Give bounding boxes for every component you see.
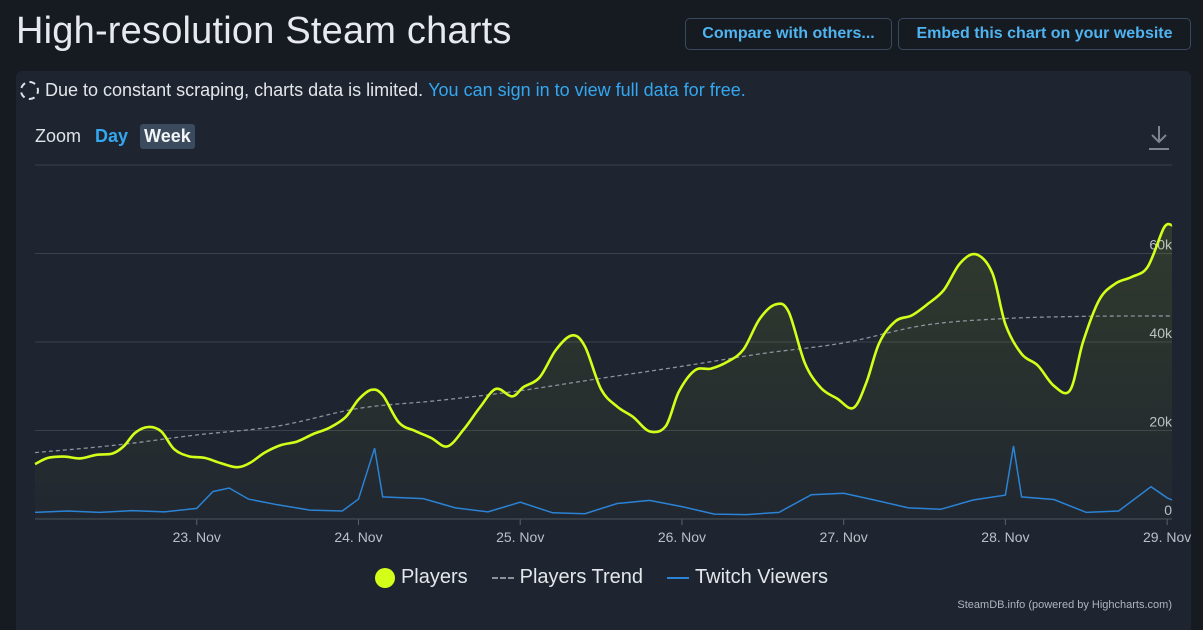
x-tick-label: 29. Nov [1143,529,1191,545]
legend-item-players[interactable]: Players [374,566,468,589]
legend-twitch-line-icon [667,576,690,579]
zoom-controls: Zoom Day Week [35,124,203,149]
legend-item-twitch-viewers[interactable]: Twitch Viewers [667,566,828,589]
page-title: High-resolution Steam charts [16,10,512,52]
legend-players-dot-icon [374,567,395,588]
x-tick-label: 28. Nov [981,529,1029,545]
sign-in-link[interactable]: You can sign in to view full data for fr… [428,80,746,100]
zoom-week-button[interactable]: Week [140,124,195,149]
legend-label: Players [400,566,468,588]
chart-credits[interactable]: SteamDB.info (powered by Highcharts.com) [957,599,1172,611]
series-line-players-trend [34,315,1173,454]
legend-trend-dash-icon [491,576,514,579]
series-line-twitch-viewers [34,445,1173,516]
scraping-notice: Due to constant scraping, charts data is… [20,80,746,101]
x-tick-label: 26. Nov [658,529,706,545]
players-area [35,224,1172,519]
legend-item-players-trend[interactable]: Players Trend [491,566,644,589]
dashed-circle-icon [20,81,39,100]
x-tick-label: 25. Nov [496,529,544,545]
zoom-day-button[interactable]: Day [95,126,129,146]
notice-text: Due to constant scraping, charts data is… [45,80,424,100]
x-tick-label: 27. Nov [820,529,868,545]
legend-label: Twitch Viewers [695,566,829,588]
zoom-label: Zoom [35,126,82,146]
legend-label: Players Trend [519,566,644,588]
series-line-players [34,222,1173,469]
x-tick-label: 23. Nov [173,529,221,545]
x-tick-label: 24. Nov [334,529,382,545]
compare-button[interactable]: Compare with others... [685,18,892,50]
download-icon[interactable] [1146,124,1172,152]
chart-legend: Players Players Trend Twitch Viewers [0,566,1203,589]
embed-button[interactable]: Embed this chart on your website [898,18,1191,50]
